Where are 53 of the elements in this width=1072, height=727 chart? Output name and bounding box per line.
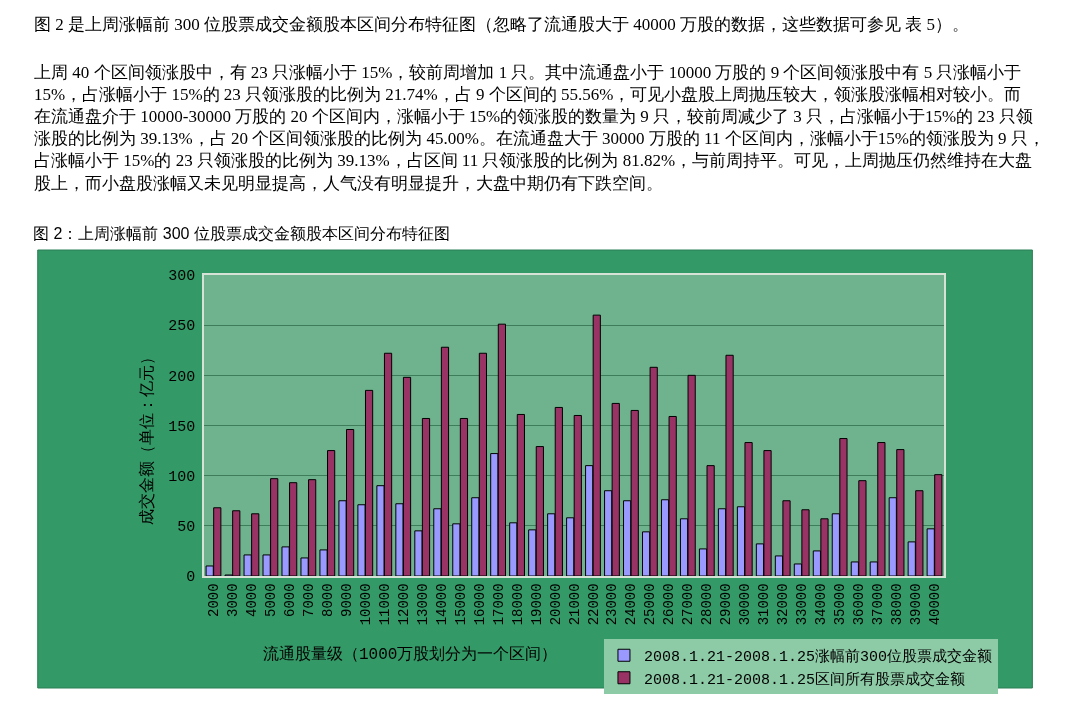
x-tick-label: 16000 <box>471 583 488 626</box>
y-tick-label: 250 <box>168 318 196 336</box>
x-tick-label: 37000 <box>870 583 887 626</box>
x-tick-label: 21000 <box>566 583 583 626</box>
text: 上周 40 个区间领涨股中，有 23 只涨幅小于 15%，较前周增加 1 只。其中流通盘小于 10000 万股的 9 个区间领涨股中有 5 只涨幅小于 15%，占涨幅小于 15%的 23 只领涨股的比例为 21.74%，占 9 个区间的 55.56%，可见小盘股上周抛压较大，领涨股涨幅相对较小。而在流通盘介于 10000-30000 万股的 20 个区间内，涨幅小于 15%的领涨股的数量为 9 只，较前周减少了 3 只，占涨幅小于15%的 23 只领涨股的比例为 39.13%，占 20 个区间领涨股的比例为 45.00%。在流通盘大于 30000 万股的 11 个区间内，涨幅小于15%的领涨股为 9 只，占涨幅小于 15%的 23 只领涨股的比例为 39.13%，占区间 11 只领涨股的比例为 81.82%，与前周持平。可见，上周抛压仍然维持在大盘股上，而小盘股涨幅又未见明显提高，人气没有明显提升，大盘中期仍有下跌空间。 <box>34 63 1045 193</box>
x-tick-label: 20000 <box>547 583 564 626</box>
x-tick-label: 34000 <box>813 583 830 626</box>
y-tick-label: 100 <box>168 468 196 486</box>
x-tick-label: 38000 <box>889 583 906 626</box>
x-tick-label: 3000 <box>225 583 242 617</box>
x-tick-label: 25000 <box>642 583 659 626</box>
legend-label: 2008.1.21-2008.1.25涨幅前300位股票成交金额 <box>643 648 993 667</box>
x-tick-label: 31000 <box>756 583 773 626</box>
x-tick-label: 12000 <box>395 583 412 626</box>
x-tick-label: 36000 <box>851 583 868 626</box>
x-tick-label: 11000 <box>376 583 393 626</box>
x-tick-label: 26000 <box>661 583 678 626</box>
x-tick-label: 33000 <box>794 583 811 626</box>
y-tick-label: 200 <box>168 368 196 386</box>
y-tick-label: 300 <box>168 268 196 286</box>
x-tick-label: 19000 <box>528 583 545 626</box>
x-tick-label: 30000 <box>737 583 754 626</box>
x-tick-label: 40000 <box>927 583 944 626</box>
x-tick-label: 24000 <box>623 583 640 626</box>
x-tick-label: 35000 <box>832 583 849 626</box>
x-tick-label: 7000 <box>300 583 317 617</box>
x-tick-label: 2000 <box>206 583 223 617</box>
legend-label: 2008.1.21-2008.1.25区间所有股票成交金额 <box>643 670 965 689</box>
x-tick-label: 4000 <box>243 583 260 617</box>
x-tick-label: 9000 <box>338 583 355 617</box>
x-tick-label: 8000 <box>319 583 336 617</box>
x-tick-label: 32000 <box>775 583 792 626</box>
x-tick-label: 28000 <box>699 583 716 626</box>
y-tick-label: 150 <box>168 418 196 436</box>
caption: 图 2 是上周涨幅前 300 位股票成交金额股本区间分布特征图（忽略了流通股大于 40000 万股的数据，这些数据可参见 表 5）。 <box>34 15 969 34</box>
y-tick-label: 0 <box>186 569 196 587</box>
x-tick-label: 27000 <box>680 583 697 626</box>
x-tick-label: 5000 <box>262 583 279 617</box>
x-tick-label: 15000 <box>452 583 469 626</box>
x-tick-label: 6000 <box>281 583 298 617</box>
x-tick-label: 39000 <box>908 583 925 626</box>
x-axis-title: 流通股量级（1000万股划分为一个区间） <box>263 645 558 664</box>
x-tick-label: 14000 <box>433 583 450 626</box>
x-tick-label: 17000 <box>490 583 507 626</box>
x-tick-label: 23000 <box>604 583 621 626</box>
x-tick-label: 29000 <box>718 583 735 626</box>
y-tick-label: 50 <box>177 519 196 537</box>
chart-title: 图 2：上周涨幅前 300 位股票成交金额股本区间分布特征图 <box>33 224 450 242</box>
x-tick-label: 18000 <box>509 583 526 626</box>
y-axis-title: 成交金额（单位：亿元） <box>137 348 157 525</box>
x-tick-label: 13000 <box>414 583 431 626</box>
x-tick-label: 22000 <box>585 583 602 626</box>
x-tick-label: 10000 <box>357 583 374 626</box>
